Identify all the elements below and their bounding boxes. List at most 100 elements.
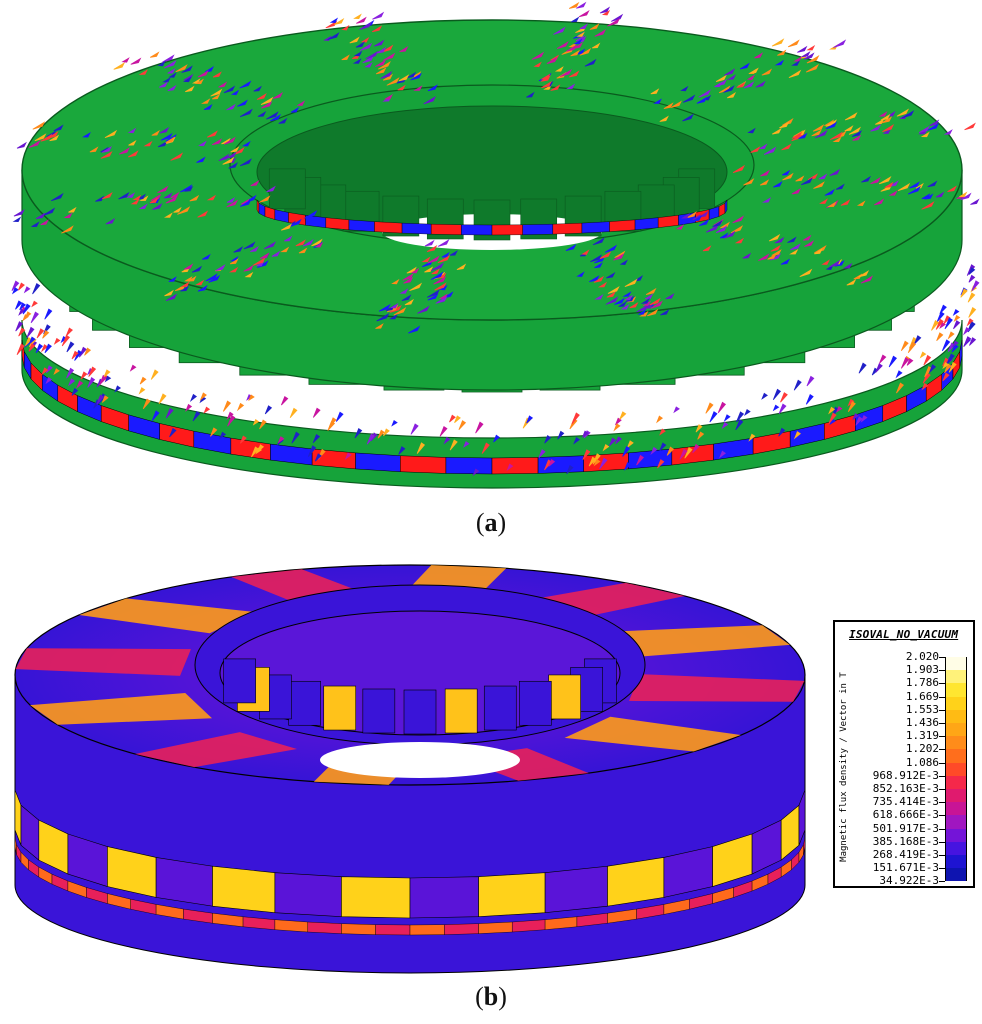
- flux-arrow: [66, 367, 75, 379]
- flux-arrow: [162, 54, 175, 63]
- flux-arrow: [680, 213, 690, 219]
- flux-arrow: [813, 181, 825, 189]
- flux-arrow: [799, 268, 813, 278]
- flux-arrow: [623, 294, 633, 301]
- flux-arrow: [380, 70, 393, 79]
- flux-arrow: [252, 418, 260, 426]
- flux-arrow: [692, 443, 700, 454]
- flux-arrow: [960, 288, 968, 298]
- flux-arrow: [581, 430, 589, 438]
- flux-arrow: [183, 263, 194, 270]
- flux-arrow: [573, 38, 583, 45]
- flux-arrow: [184, 185, 194, 192]
- flux-arrow: [458, 420, 467, 431]
- flux-arrow: [427, 255, 440, 264]
- flux-arrow: [142, 398, 151, 410]
- flux-arrow: [11, 287, 19, 295]
- flux-arrow: [375, 59, 387, 67]
- flux-arrow: [739, 62, 750, 70]
- legend-tick: [939, 828, 945, 830]
- flux-arrow: [449, 439, 458, 451]
- flux-arrow: [53, 368, 60, 376]
- flux-arrow: [139, 195, 149, 201]
- flux-arrow: [374, 39, 385, 47]
- flux-arrow: [922, 372, 931, 384]
- flux-arrow: [726, 74, 737, 80]
- flux-arrow: [758, 143, 768, 149]
- flux-arrow: [242, 140, 251, 147]
- flux-arrow: [797, 45, 808, 53]
- flux-arrow: [924, 366, 933, 378]
- legend-tick: [939, 736, 945, 738]
- flux-arrow: [772, 127, 782, 135]
- flux-arrow: [879, 354, 887, 364]
- flux-arrow: [435, 295, 448, 304]
- flux-arrow: [824, 188, 835, 196]
- flux-arrow: [41, 367, 49, 376]
- legend-entry: 151.671E-3: [853, 861, 973, 882]
- flux-arrow: [772, 388, 782, 400]
- flux-arrow: [430, 271, 444, 280]
- flux-arrow: [675, 224, 685, 230]
- legend-entry: 501.917E-3: [853, 822, 973, 842]
- flux-arrow: [169, 427, 177, 438]
- flux-arrow: [233, 246, 244, 253]
- flux-arrow: [936, 311, 945, 323]
- flux-arrow: [571, 412, 580, 425]
- flux-arrow: [401, 294, 412, 301]
- flux-arrow: [852, 134, 862, 141]
- flux-arrow: [721, 421, 729, 429]
- flux-band: [608, 625, 790, 657]
- flux-arrow: [755, 80, 766, 88]
- flux-arrow: [260, 96, 274, 106]
- flux-arrow: [403, 276, 414, 284]
- flux-arrow: [806, 44, 816, 51]
- flux-arrow: [101, 145, 112, 153]
- flux-arrow: [592, 237, 605, 246]
- flux-arrow: [576, 1, 587, 9]
- flux-arrow: [921, 201, 935, 210]
- flux-arrow: [89, 146, 99, 153]
- flux-arrow: [344, 452, 352, 460]
- figure-panel-b: [0, 555, 982, 975]
- flux-arrow: [388, 313, 398, 320]
- flux-arrow: [780, 392, 788, 403]
- flux-arrow: [659, 428, 666, 436]
- flux-arrow: [526, 91, 535, 98]
- flux-arrow: [858, 362, 867, 374]
- flux-arrow: [947, 185, 957, 193]
- flux-arrow: [335, 411, 344, 422]
- legend-entry: 1.669: [853, 690, 973, 710]
- flux-arrow: [771, 38, 785, 47]
- flux-arrow: [860, 275, 874, 284]
- flux-arrow: [11, 280, 20, 291]
- flux-arrow: [15, 321, 23, 332]
- flux-arrow: [16, 343, 25, 355]
- flux-arrow: [698, 210, 709, 218]
- flux-arrow: [424, 239, 435, 247]
- legend-entry: 1.202: [853, 742, 973, 763]
- flux-arrow: [25, 337, 33, 347]
- flux-arrow: [964, 122, 976, 131]
- flux-arrow: [197, 70, 209, 78]
- legend-value: 385.168E-3: [872, 834, 939, 848]
- legend-tick: [939, 775, 945, 777]
- inner-tooth: [223, 658, 256, 704]
- tooth-face: [478, 872, 546, 917]
- flux-arrow: [946, 353, 955, 365]
- legend-value: 1.786: [905, 676, 939, 690]
- flux-arrow: [666, 446, 675, 456]
- flux-arrow: [35, 212, 46, 220]
- flux-arrow: [593, 275, 604, 283]
- flux-arrow: [791, 60, 801, 66]
- magnet-segment: [375, 924, 411, 936]
- flux-arrow: [953, 314, 961, 322]
- flux-arrow: [409, 282, 423, 291]
- flux-arrow: [96, 394, 105, 405]
- flux-arrow: [243, 264, 254, 272]
- flux-arrow: [682, 94, 696, 103]
- legend-entry: 1.436: [853, 716, 973, 737]
- flux-arrow: [391, 419, 398, 427]
- flux-arrow: [929, 364, 937, 373]
- legend-tick: [939, 749, 945, 751]
